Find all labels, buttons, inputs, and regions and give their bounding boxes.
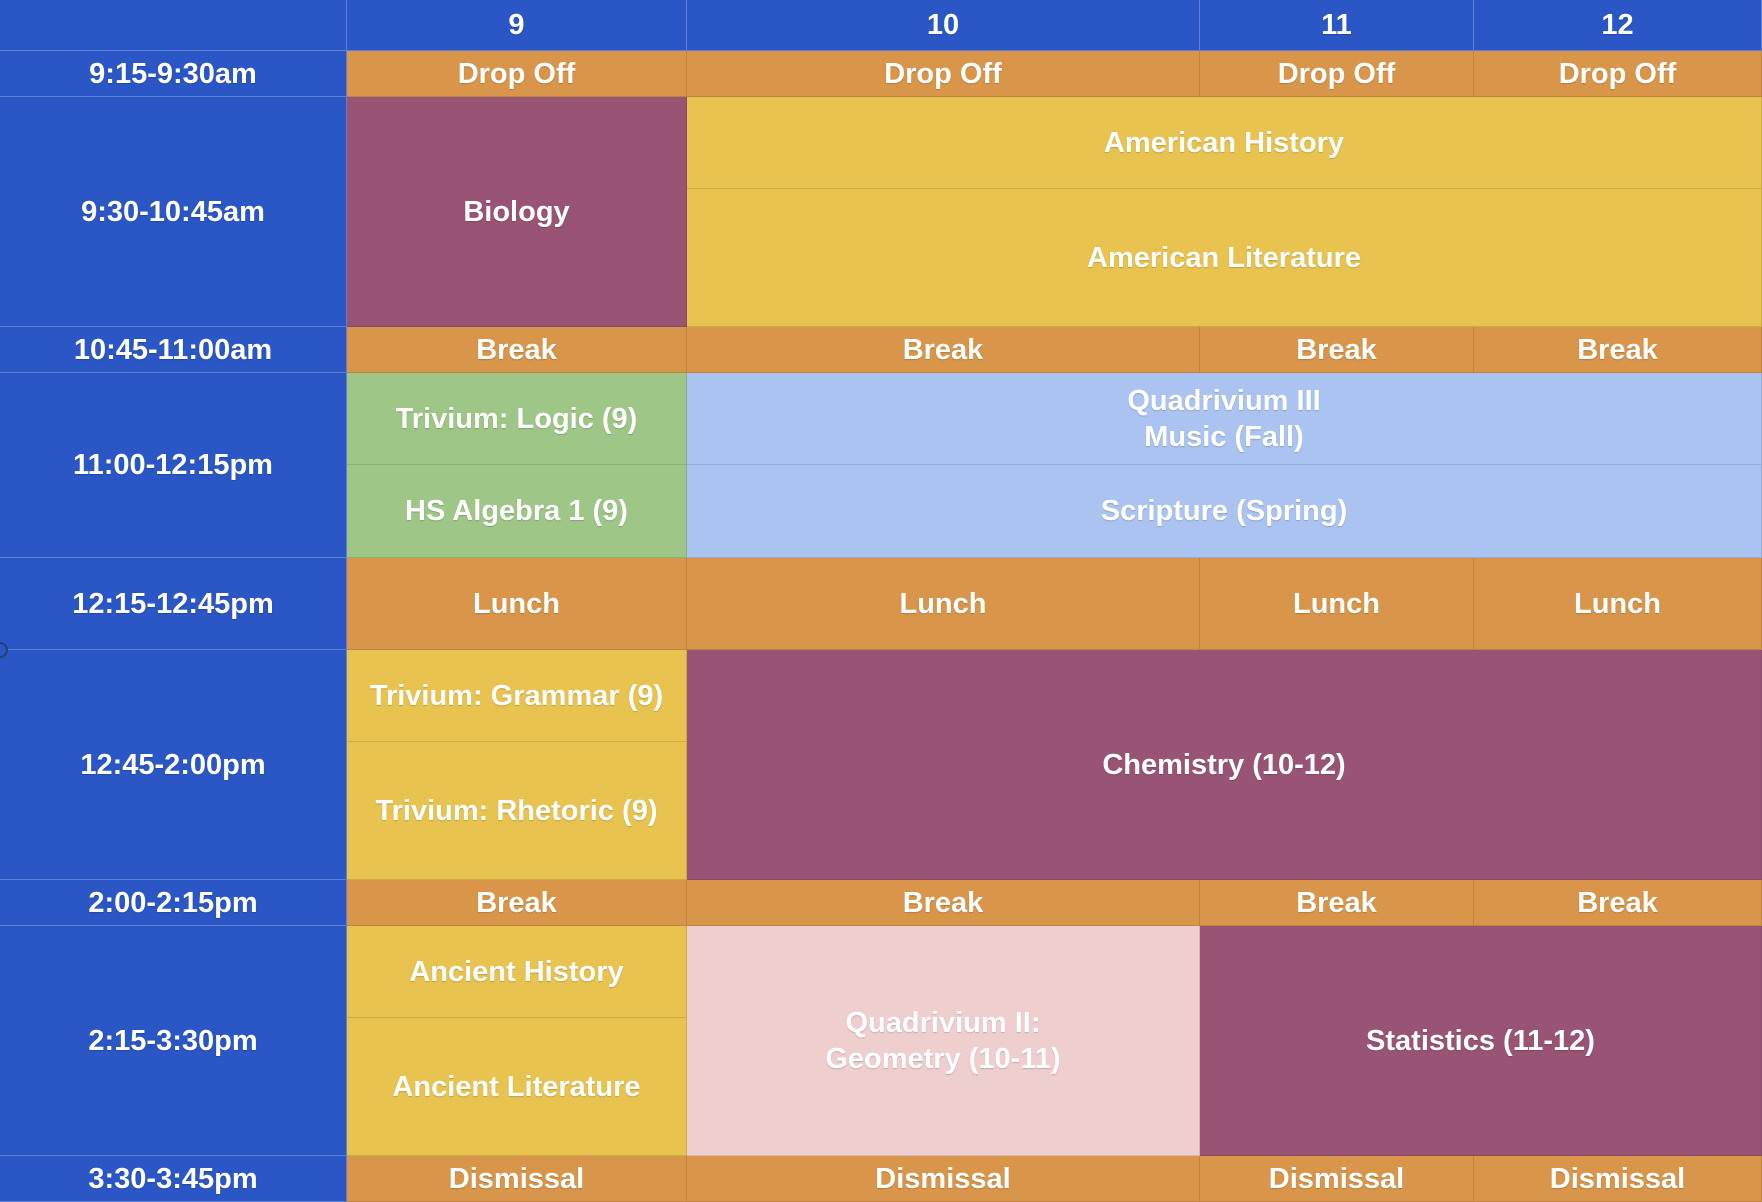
dismissal-cell-grade-9[interactable]: Dismissal xyxy=(347,1156,687,1202)
break-cell-grade-11[interactable]: Break xyxy=(1200,327,1474,373)
dismissal-cell-grade-12[interactable]: Dismissal xyxy=(1474,1156,1762,1202)
dismissal-cell-grade-11[interactable]: Dismissal xyxy=(1200,1156,1474,1202)
statistics-cell[interactable]: Statistics (11-12) xyxy=(1200,926,1762,1156)
time-cell[interactable]: 11:00-12:15pm xyxy=(0,373,347,558)
drop-off-cell-grade-9[interactable]: Drop Off xyxy=(347,51,687,97)
biology-cell[interactable]: Biology xyxy=(347,97,687,327)
header-grade-9[interactable]: 9 xyxy=(347,0,687,51)
time-cell[interactable]: 12:45-2:00pm xyxy=(0,650,347,880)
time-cell[interactable]: 10:45-11:00am xyxy=(0,327,347,373)
header-grade-11[interactable]: 11 xyxy=(1200,0,1474,51)
break-cell-grade-9[interactable]: Break xyxy=(347,327,687,373)
scripture-cell[interactable]: Scripture (Spring) xyxy=(687,465,1762,558)
time-cell[interactable]: 9:15-9:30am xyxy=(0,51,347,97)
dismissal-cell-grade-10[interactable]: Dismissal xyxy=(687,1156,1200,1202)
trivium-rhetoric-cell[interactable]: Trivium: Rhetoric (9) xyxy=(347,742,687,880)
american-history-cell[interactable]: American History xyxy=(687,97,1762,189)
american-literature-cell[interactable]: American Literature xyxy=(687,189,1762,327)
quadrivium-music-cell[interactable]: Quadrivium III Music (Fall) xyxy=(687,373,1762,465)
break-cell-grade-12[interactable]: Break xyxy=(1474,327,1762,373)
time-cell[interactable]: 9:30-10:45am xyxy=(0,97,347,327)
drop-off-cell-grade-11[interactable]: Drop Off xyxy=(1200,51,1474,97)
break-cell-grade-11[interactable]: Break xyxy=(1200,880,1474,926)
time-cell[interactable]: 3:30-3:45pm xyxy=(0,1156,347,1202)
lunch-cell-grade-12[interactable]: Lunch xyxy=(1474,558,1762,650)
header-corner-cell[interactable] xyxy=(0,0,347,51)
header-grade-12[interactable]: 12 xyxy=(1474,0,1762,51)
lunch-cell-grade-11[interactable]: Lunch xyxy=(1200,558,1474,650)
trivium-logic-cell[interactable]: Trivium: Logic (9) xyxy=(347,373,687,465)
trivium-grammar-cell[interactable]: Trivium: Grammar (9) xyxy=(347,650,687,742)
chemistry-cell[interactable]: Chemistry (10-12) xyxy=(687,650,1762,880)
lunch-cell-grade-9[interactable]: Lunch xyxy=(347,558,687,650)
break-cell-grade-10[interactable]: Break xyxy=(687,880,1200,926)
break-cell-grade-12[interactable]: Break xyxy=(1474,880,1762,926)
ancient-history-cell[interactable]: Ancient History xyxy=(347,926,687,1018)
header-grade-10[interactable]: 10 xyxy=(687,0,1200,51)
quadrivium-geometry-cell[interactable]: Quadrivium II: Geometry (10-11) xyxy=(687,926,1200,1156)
break-cell-grade-10[interactable]: Break xyxy=(687,327,1200,373)
lunch-cell-grade-10[interactable]: Lunch xyxy=(687,558,1200,650)
hs-algebra-cell[interactable]: HS Algebra 1 (9) xyxy=(347,465,687,558)
time-cell[interactable]: 2:15-3:30pm xyxy=(0,926,347,1156)
time-cell[interactable]: 12:15-12:45pm xyxy=(0,558,347,650)
time-cell[interactable]: 2:00-2:15pm xyxy=(0,880,347,926)
drop-off-cell-grade-10[interactable]: Drop Off xyxy=(687,51,1200,97)
drop-off-cell-grade-12[interactable]: Drop Off xyxy=(1474,51,1762,97)
break-cell-grade-9[interactable]: Break xyxy=(347,880,687,926)
ancient-literature-cell[interactable]: Ancient Literature xyxy=(347,1018,687,1156)
